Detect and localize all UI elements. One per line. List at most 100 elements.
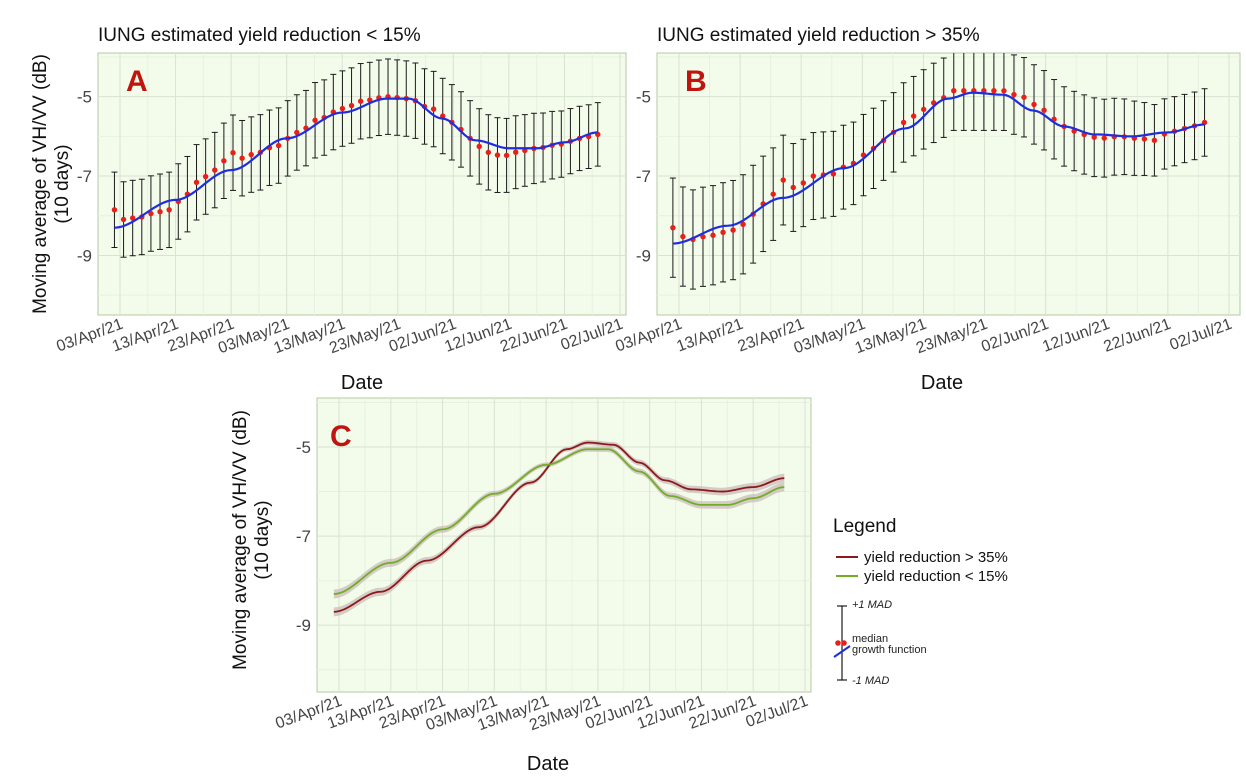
median-point: [513, 149, 519, 155]
y-tick-label: -7: [636, 167, 651, 186]
panel-b-growth-function-line: [672, 91, 1205, 245]
legend-label-lt15: yield reduction < 15%: [864, 568, 1008, 585]
median-point: [148, 210, 154, 217]
median-point: [981, 88, 987, 94]
y-tick-label: -7: [296, 527, 311, 546]
median-point: [1031, 101, 1037, 108]
median-point: [830, 171, 837, 177]
legend-key-plus-mad: +1 MAD: [852, 599, 892, 611]
y-tick-label: -9: [296, 616, 311, 635]
median-point: [770, 191, 776, 197]
panel-a-title: IUNG estimated yield reduction < 15%: [98, 25, 421, 46]
median-point: [720, 229, 726, 236]
panel-c-confidence-ribbons: [333, 440, 785, 617]
y-tick-label: -9: [636, 246, 651, 265]
panel-c-series-lines: [333, 441, 785, 613]
median-point: [900, 119, 907, 126]
panel-c-y-axis-label-line2: (10 days): [252, 500, 273, 579]
x-tick-label: 23/May/21: [914, 316, 990, 358]
panel-a-background: [97, 52, 627, 316]
median-point: [810, 173, 817, 179]
median-point: [780, 177, 786, 183]
median-point: [157, 209, 163, 215]
x-tick-label: 02/Jul/21: [559, 316, 626, 354]
median-point: [202, 173, 209, 180]
panel-b-x-axis-label: Date: [921, 372, 963, 394]
median-point: [212, 167, 218, 173]
x-tick-label: 02/Jul/21: [1168, 316, 1235, 354]
panel-b: IUNG estimated yield reduction > 35% -5 -…: [613, 25, 1241, 394]
y-tick-label: -5: [636, 88, 651, 107]
median-point: [670, 224, 676, 231]
median-point: [1041, 107, 1047, 113]
median-point: [710, 232, 716, 238]
panel-a-gridlines: [98, 53, 626, 315]
confidence-ribbon: [333, 440, 785, 617]
panel-b-x-tick-labels: 03/Apr/2113/Apr/2123/Apr/2103/May/2113/M…: [613, 316, 1234, 358]
panel-a-letter: A: [126, 65, 148, 98]
x-tick-label: 22/Jun/21: [1101, 316, 1173, 356]
panel-b-gridlines: [657, 53, 1240, 315]
legend-key-growth-line: [833, 645, 851, 658]
y-tick-label: -7: [77, 167, 92, 186]
panel-a-x-tick-labels: 03/Apr/2113/Apr/2123/Apr/2103/May/2113/M…: [54, 316, 625, 358]
median-point: [951, 88, 957, 94]
median-point: [730, 227, 736, 233]
median-point: [430, 106, 437, 112]
panel-c-y-axis-label-line1: Moving average of VH/VV (dB): [230, 410, 251, 670]
median-point: [1101, 135, 1107, 141]
median-point: [111, 207, 118, 213]
panel-a-y-axis-label-line2: (10 days): [52, 144, 73, 223]
median-point: [1141, 136, 1148, 142]
median-point: [503, 152, 510, 159]
panel-b-background: [656, 52, 1241, 316]
median-point: [193, 179, 200, 186]
panel-a-y-axis-label-line1: Moving average of VH/VV (dB): [30, 54, 51, 314]
legend: Legend yield reduction > 35% yield reduc…: [833, 516, 1008, 687]
panel-a-x-axis-label: Date: [341, 372, 383, 394]
median-point: [991, 88, 997, 94]
median-point: [312, 117, 318, 123]
x-tick-label: 12/Jun/21: [1040, 316, 1112, 356]
median-point: [166, 207, 172, 213]
panel-a-y-tick-labels: -5 -7 -9: [77, 88, 92, 266]
x-tick-label: 03/Apr/21: [613, 316, 684, 356]
panel-c-y-tick-labels: -5 -7 -9: [296, 438, 311, 635]
median-point: [800, 180, 806, 186]
legend-key-minus-mad: -1 MAD: [852, 675, 889, 687]
median-point: [961, 88, 967, 94]
legend-label-gt35: yield reduction > 35%: [864, 549, 1008, 566]
median-point: [120, 216, 127, 223]
y-tick-label: -5: [296, 438, 311, 457]
median-point: [1151, 137, 1158, 144]
panel-c-letter: C: [330, 420, 352, 453]
legend-key-growth-label: growth function: [852, 644, 927, 656]
median-point: [248, 151, 254, 158]
panel-c: -5 -7 -9 03/Apr/2113/Apr/2123/Apr/2103/May…: [230, 397, 812, 775]
median-point: [294, 129, 300, 136]
median-point: [230, 149, 236, 156]
median-point: [357, 98, 364, 104]
median-point: [700, 234, 706, 240]
median-point: [239, 155, 245, 161]
median-point: [680, 233, 686, 240]
median-point: [1091, 134, 1097, 140]
panel-b-letter: B: [685, 65, 707, 98]
x-tick-label: 02/Jun/21: [979, 316, 1051, 356]
panel-b-title: IUNG estimated yield reduction > 35%: [657, 25, 980, 46]
median-point: [740, 221, 746, 228]
median-point: [275, 142, 282, 149]
median-point: [920, 106, 927, 113]
median-point: [494, 152, 501, 158]
median-point: [221, 158, 227, 164]
legend-key-median-label: median: [852, 633, 888, 645]
legend-key-error-bar: +1 MAD median growth function -1 MAD: [833, 599, 927, 687]
panel-c-x-axis-label: Date: [527, 753, 569, 775]
median-point: [476, 143, 482, 150]
median-point: [1021, 94, 1027, 100]
panel-a-growth-function-line: [114, 97, 598, 229]
median-point: [129, 215, 136, 221]
panel-c-x-tick-labels: 03/Apr/2113/Apr/2123/Apr/2103/May/2113/M…: [273, 693, 810, 735]
median-point: [485, 149, 492, 156]
legend-title: Legend: [833, 516, 896, 537]
